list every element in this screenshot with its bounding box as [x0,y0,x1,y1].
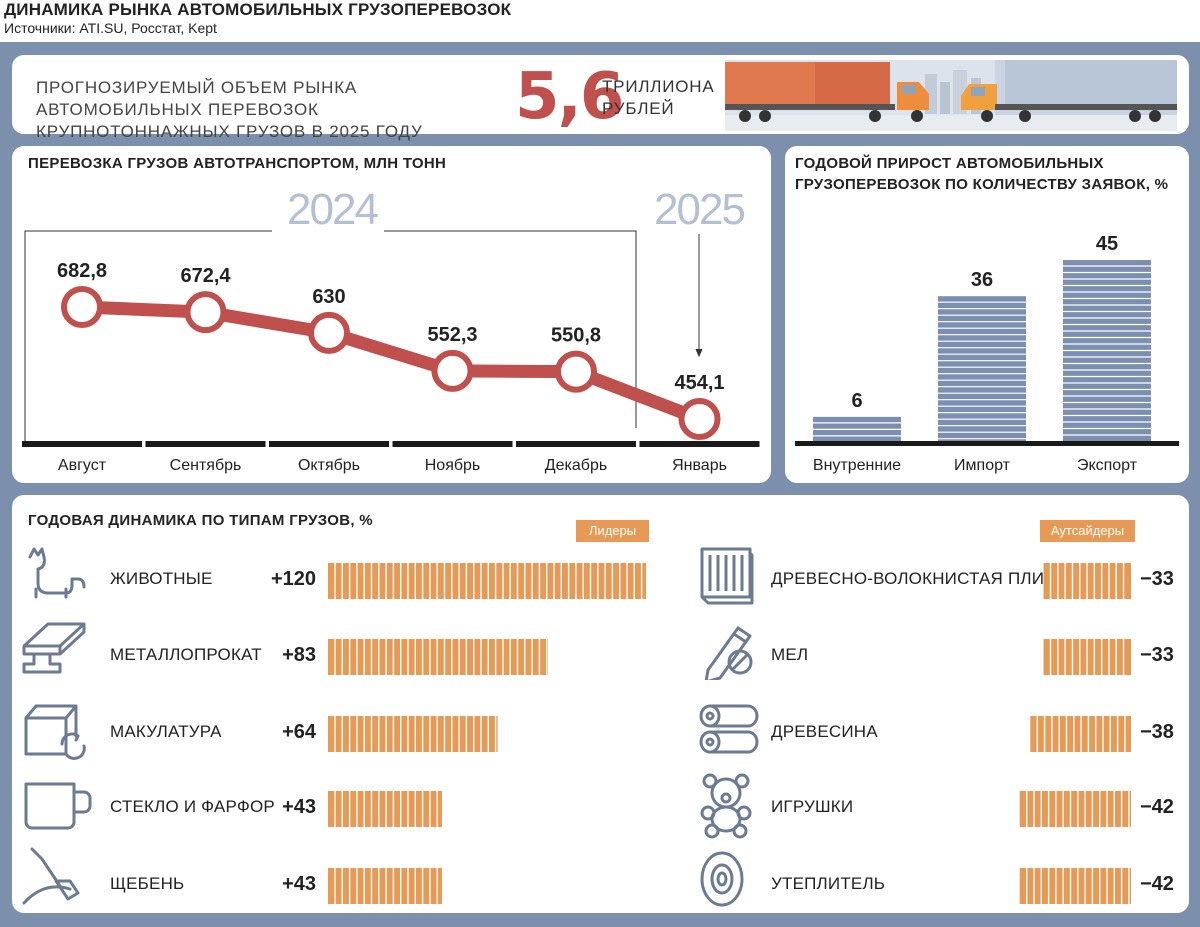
x-tick-label: Внутренние [813,457,901,474]
leader-value: +120 [270,568,316,590]
page-title: ДИНАМИКА РЫНКА АВТОМОБИЛЬНЫХ ГРУЗОПЕРЕВО… [4,0,512,19]
leader-value: +64 [282,721,316,743]
year-bracket-2024 [24,230,637,441]
leader-value: +43 [282,873,316,895]
outsiders-tag: Аутсайдеры [1040,520,1135,542]
outsider-label: ИГРУШКИ [771,797,854,816]
teddy-bear-icon [700,773,752,839]
bar [328,868,442,904]
data-label: 630 [312,286,345,308]
outsider-value: −33 [1140,644,1174,666]
x-tick-label: Ноябрь [425,457,481,474]
logs-icon [699,704,759,754]
bar [328,716,498,752]
forecast-value: 5,6 [515,60,624,134]
leader-label: ЩЕБЕНЬ [110,874,185,893]
leader-label: МЕТАЛЛОПРОКАТ [110,645,262,664]
outsider-value: −42 [1140,873,1174,895]
axis-segment [516,441,636,447]
axis-segment [392,441,513,447]
x-tick-label: Экспорт [1077,457,1138,474]
cup-icon [24,782,92,830]
cat-icon [28,547,86,599]
data-label: 672,4 [180,265,231,287]
leader-label: МАКУЛАТУРА [110,722,222,741]
bar [938,296,1026,441]
metal-beam-icon [22,622,86,674]
outsider-label: ДРЕВЕСИНА [771,722,878,741]
forecast-text: ПРОГНОЗИРУЕМЫЙ ОБЪЕМ РЫНКА АВТОМОБИЛЬНЫХ… [36,78,423,141]
data-label: 45 [1096,233,1118,255]
bar [328,563,646,599]
bar-chart-title: ГОДОВОЙ ПРИРОСТ АВТОМОБИЛЬНЫХ ГРУЗОПЕРЕВ… [795,155,1169,193]
outsider-label: УТЕПЛИТЕЛЬ [771,874,886,893]
fiberboard-icon [700,547,754,605]
leaders-tag: Лидеры [576,520,649,542]
axis-segment [269,441,389,447]
data-point [61,286,103,328]
data-point [431,349,474,392]
data-label: 552,3 [427,324,477,346]
outsider-value: −38 [1140,721,1174,743]
bar [1019,868,1131,904]
line-chart: 2024 2025 Август Сентябрь Октябрь Ноябрь Декаб… [22,185,760,474]
data-point [184,291,227,334]
outsider-value: −42 [1140,796,1174,818]
recycle-box-icon [24,704,86,760]
insulation-roll-icon [700,851,744,907]
axis-segment [639,441,760,447]
data-label: 682,8 [57,260,107,282]
data-point [555,350,597,393]
outsider-label: МЕЛ [771,645,809,664]
year-arrow-2025 [695,348,703,358]
x-tick-label: Октябрь [298,457,360,474]
leader-value: +43 [282,796,316,818]
axis-segment [22,441,142,447]
cargo-title: ГОДОВАЯ ДИНАМИКА ПО ТИПАМ ГРУЗОВ, % [28,512,373,529]
leader-label: СТЕКЛО И ФАРФОР [110,797,275,816]
x-tick-label: Сентябрь [170,457,242,474]
x-axis [795,441,1179,446]
data-label: 550,8 [551,325,601,347]
axis-segment [145,441,266,447]
outsider-value: −33 [1140,568,1174,590]
chalk-icon [704,626,753,680]
data-point [308,311,350,354]
data-label: 454,1 [674,372,724,394]
year-label: 2024 [287,185,378,234]
x-tick-label: Декабрь [545,457,607,474]
year-label: 2025 [654,185,744,234]
data-label: 36 [971,269,993,291]
bar [328,791,442,827]
sources-line: Источники: ATI.SU, Росстат, Kept [4,20,217,36]
forecast-unit: ТРИЛЛИОНА РУБЛЕЙ [602,77,715,118]
x-tick-label: Январь [672,457,727,474]
trucks-illustration [725,60,1177,131]
x-tick-label: Импорт [954,457,1011,474]
leader-value: +83 [282,644,316,666]
bar [1019,791,1131,827]
data-point [678,398,721,440]
shovel-icon [22,847,80,905]
bar-chart: 6 Внутренние 36 Импорт 45 Экспорт [795,233,1179,474]
leader-label: ЖИВОТНЫЕ [110,569,213,588]
line-chart-title: ПЕРЕВОЗКА ГРУЗОВ АВТОТРАНСПОРТОМ, МЛН ТО… [28,155,447,172]
bar [328,639,548,675]
data-label: 6 [851,390,862,412]
outsider-label: ДРЕВЕСНО-ВОЛОКНИСТАЯ ПЛИТА [771,569,1066,588]
x-tick-label: Август [58,457,107,474]
